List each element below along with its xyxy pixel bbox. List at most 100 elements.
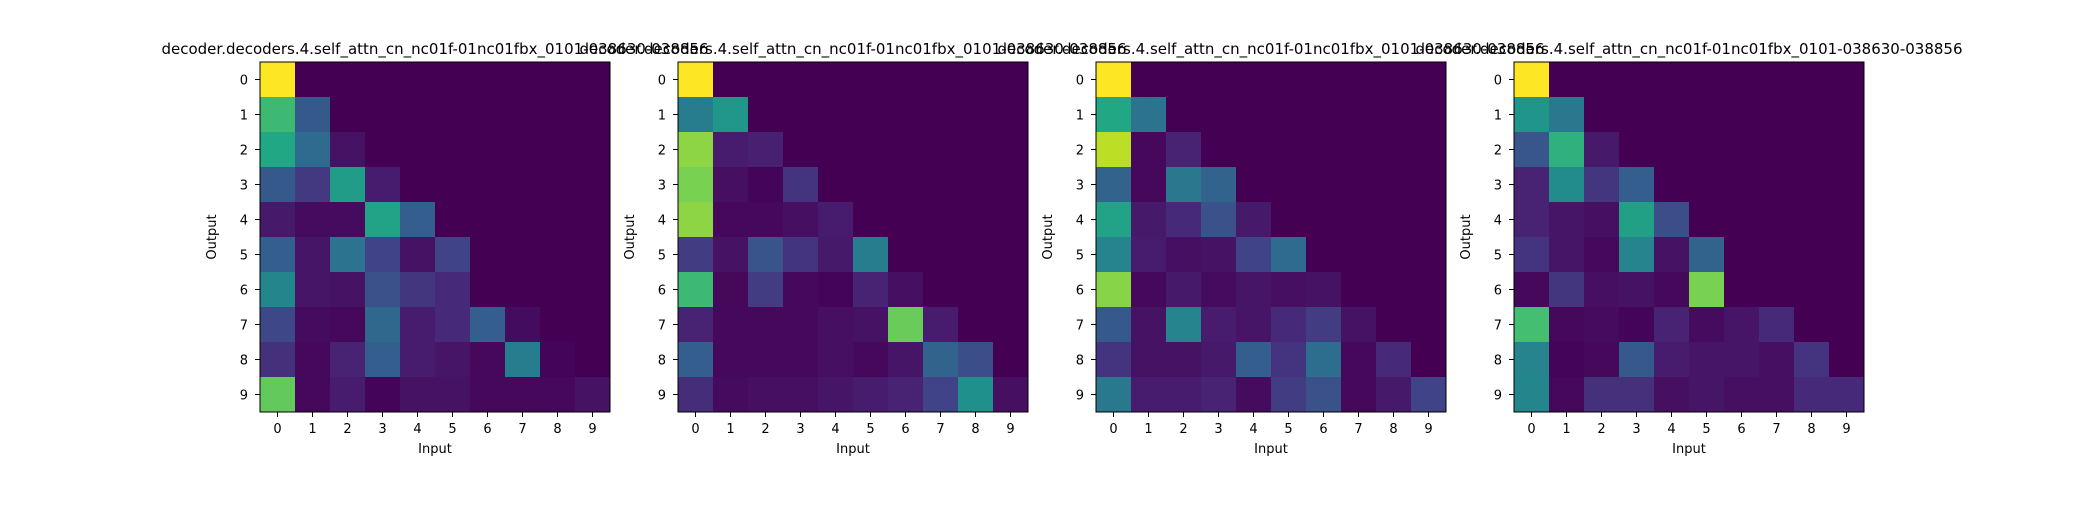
heatmap-cell bbox=[888, 132, 924, 168]
heatmap-cell bbox=[1306, 132, 1342, 168]
heatmap-cell bbox=[1201, 62, 1237, 98]
x-tick-label: 5 bbox=[1702, 422, 1710, 437]
y-tick-label: 1 bbox=[240, 109, 248, 124]
heatmap-cell bbox=[818, 167, 854, 203]
heatmap-cell bbox=[295, 237, 331, 273]
heatmap-cell bbox=[1794, 167, 1830, 203]
heatmap-cell bbox=[1131, 97, 1167, 133]
heatmap-cell bbox=[260, 202, 296, 238]
heatmap-cell bbox=[1271, 202, 1307, 238]
x-tick-label: 1 bbox=[1144, 422, 1152, 437]
heatmap-cell bbox=[1549, 237, 1585, 273]
heatmap-cell bbox=[1376, 167, 1412, 203]
heatmap-cell bbox=[1271, 132, 1307, 168]
heatmap-cell bbox=[678, 377, 714, 413]
heatmap-cell bbox=[1131, 62, 1167, 98]
heatmap-cell bbox=[1549, 62, 1585, 98]
axes-frame bbox=[259, 61, 611, 413]
x-tick-label: 4 bbox=[831, 422, 839, 437]
heatmap-cell bbox=[748, 97, 784, 133]
y-tick-label: 5 bbox=[240, 249, 248, 264]
heatmap-cell bbox=[1236, 342, 1272, 378]
heatmap-cell bbox=[1271, 237, 1307, 273]
y-axis-label: Output bbox=[1459, 214, 1474, 259]
heatmap-cell bbox=[1794, 97, 1830, 133]
y-tick-label: 4 bbox=[1076, 214, 1084, 229]
heatmap-cell bbox=[923, 132, 959, 168]
heatmap-cell bbox=[1549, 307, 1585, 343]
heatmap-cell bbox=[365, 202, 401, 238]
heatmap-cell bbox=[783, 272, 819, 308]
heatmap-cell bbox=[330, 132, 366, 168]
heatmap-cell bbox=[1619, 307, 1655, 343]
heatmap-cell bbox=[748, 272, 784, 308]
y-tick-label: 7 bbox=[240, 319, 248, 334]
y-tick-label: 9 bbox=[1494, 389, 1502, 404]
heatmap-cell bbox=[400, 167, 436, 203]
heatmap-cell bbox=[1376, 97, 1412, 133]
heatmap-cell bbox=[1619, 167, 1655, 203]
x-tick-label: 3 bbox=[796, 422, 804, 437]
x-tick-label: 3 bbox=[1214, 422, 1222, 437]
y-tick-label: 2 bbox=[240, 144, 248, 159]
x-tick-label: 5 bbox=[866, 422, 874, 437]
heatmap-cell bbox=[678, 167, 714, 203]
heatmap-cell bbox=[993, 167, 1029, 203]
heatmap-cell bbox=[575, 132, 611, 168]
heatmap-cell bbox=[1131, 377, 1167, 413]
heatmap-cell bbox=[1236, 237, 1272, 273]
heatmap-cell bbox=[1619, 97, 1655, 133]
heatmap-cell bbox=[1411, 62, 1447, 98]
heatmap-cell bbox=[365, 237, 401, 273]
heatmap-cell bbox=[923, 342, 959, 378]
x-tick-label: 4 bbox=[1667, 422, 1675, 437]
heatmap-cell bbox=[888, 237, 924, 273]
heatmap-cell bbox=[470, 167, 506, 203]
heatmap-cell bbox=[1166, 342, 1202, 378]
heatmap-cell bbox=[748, 307, 784, 343]
heatmap-cell bbox=[1166, 202, 1202, 238]
heatmap-cell bbox=[1514, 307, 1550, 343]
heatmap-cell bbox=[365, 167, 401, 203]
heatmap-cell bbox=[923, 237, 959, 273]
heatmap-cell bbox=[1166, 97, 1202, 133]
heatmap-cell bbox=[470, 237, 506, 273]
heatmap-cell bbox=[1584, 62, 1620, 98]
heatmap-cell bbox=[435, 167, 471, 203]
x-tick-label: 2 bbox=[761, 422, 769, 437]
y-tick-label: 7 bbox=[1494, 319, 1502, 334]
heatmap-cell bbox=[993, 342, 1029, 378]
heatmap-cell bbox=[470, 202, 506, 238]
heatmap-cell bbox=[295, 202, 331, 238]
heatmap-cell bbox=[818, 342, 854, 378]
heatmap-cell bbox=[1724, 307, 1760, 343]
heatmap-cell bbox=[470, 97, 506, 133]
heatmap-cell bbox=[1724, 167, 1760, 203]
heatmap-cell bbox=[1096, 237, 1132, 273]
heatmap-cell bbox=[1584, 237, 1620, 273]
heatmap-cell bbox=[748, 167, 784, 203]
x-tick-label: 5 bbox=[448, 422, 456, 437]
heatmap-cell bbox=[1271, 377, 1307, 413]
y-tick-label: 6 bbox=[240, 284, 248, 299]
heatmap-cell bbox=[1411, 272, 1447, 308]
heatmap-cell bbox=[678, 272, 714, 308]
y-tick-label: 8 bbox=[658, 354, 666, 369]
heatmap-cell bbox=[853, 237, 889, 273]
x-tick-label: 2 bbox=[1597, 422, 1605, 437]
heatmap-cell bbox=[365, 307, 401, 343]
y-tick-label: 6 bbox=[1494, 284, 1502, 299]
heatmap-cell bbox=[365, 97, 401, 133]
heatmap-panel-3: 0 1 2 3 4 5 6 7 8 9 0 1 2 3 4 5 6 7 8 9 Input Output decoder.d… bbox=[997, 40, 1544, 457]
heatmap-cell bbox=[678, 202, 714, 238]
heatmap-cell bbox=[1794, 132, 1830, 168]
heatmap-cell bbox=[958, 342, 994, 378]
heatmap-cell bbox=[1794, 342, 1830, 378]
heatmap-cell bbox=[1829, 167, 1865, 203]
heatmap-cell bbox=[330, 97, 366, 133]
x-tick-label: 2 bbox=[1179, 422, 1187, 437]
heatmap-cell bbox=[853, 167, 889, 203]
heatmap-cell bbox=[678, 97, 714, 133]
heatmap-cell bbox=[1271, 167, 1307, 203]
heatmap-cell bbox=[400, 202, 436, 238]
